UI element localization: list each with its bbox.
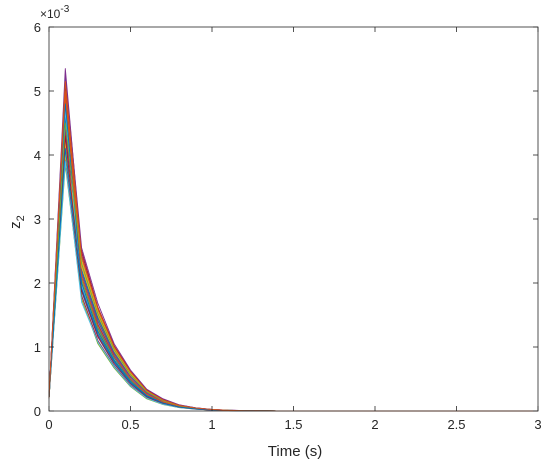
x-tick-label: 3 (534, 417, 541, 432)
x-tick-label: 1.5 (284, 417, 302, 432)
y-tick-label: 1 (34, 340, 41, 355)
x-tick-label: 2.5 (447, 417, 465, 432)
plot-area (49, 27, 538, 411)
y-tick-label: 5 (34, 84, 41, 99)
y-axis-label-main: z (7, 221, 24, 229)
plot-background (49, 27, 538, 411)
x-tick-label: 0 (45, 417, 52, 432)
y-axis-exponent-base: ×10 (40, 7, 61, 21)
y-tick-label: 2 (34, 276, 41, 291)
y-tick-label: 6 (34, 20, 41, 35)
y-tick-label: 0 (34, 404, 41, 419)
y-tick-label: 4 (34, 148, 41, 163)
x-tick-label: 0.5 (121, 417, 139, 432)
y-axis-label-subscript: 2 (15, 215, 27, 221)
y-tick-label: 3 (34, 212, 41, 227)
x-ticks: 0 0.5 1 1.5 2 2.5 3 (45, 27, 542, 432)
x-tick-label: 1 (208, 417, 215, 432)
y-axis-exponent: ×10-3 (40, 4, 70, 21)
y-axis-label: z2 (7, 215, 27, 229)
y-ticks: 0 1 2 3 4 5 6 (34, 20, 538, 419)
y-axis-exponent-power: -3 (60, 4, 69, 15)
svg-text:z2: z2 (7, 215, 27, 229)
x-tick-label: 2 (371, 417, 378, 432)
x-axis-label: Time (s) (268, 443, 322, 460)
